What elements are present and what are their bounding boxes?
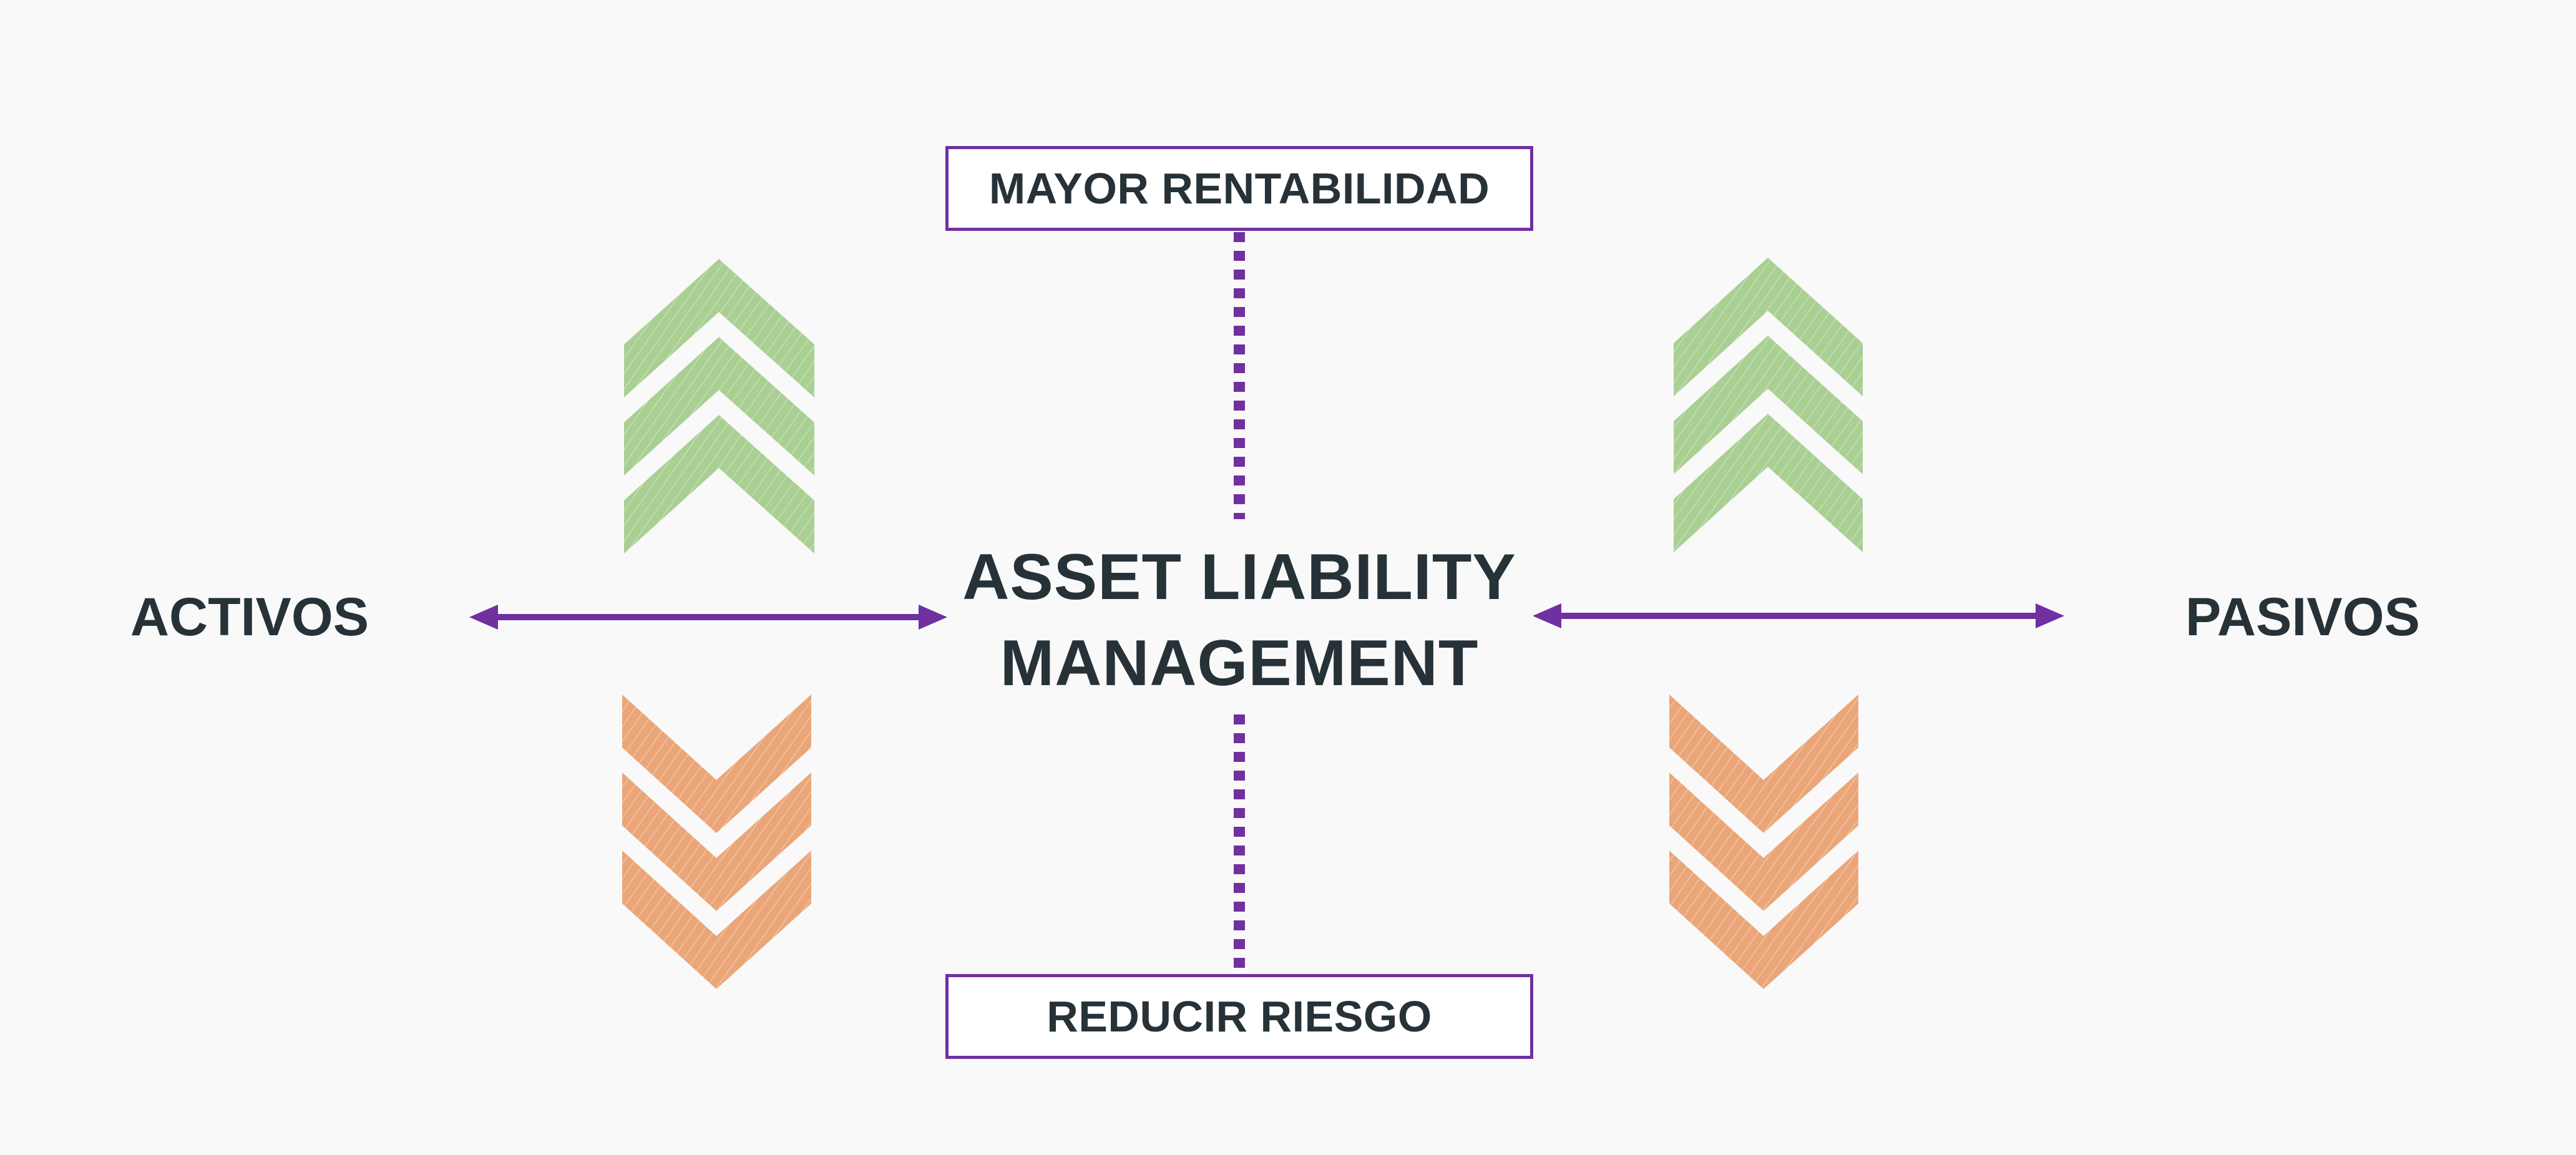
top-goal-label: MAYOR RENTABILIDAD <box>988 164 1490 213</box>
center-title-line1: ASSET LIABILITY <box>962 541 1516 613</box>
triple-chevron-up-icon <box>1674 258 1863 552</box>
triple-chevron-up-icon <box>624 259 814 553</box>
triple-chevron-down-icon <box>1669 694 1858 989</box>
left-label: ACTIVOS <box>130 587 369 647</box>
center-title: ASSET LIABILITY MANAGEMENT <box>939 534 1539 706</box>
bottom-goal-box: REDUCIR RIESGO <box>945 974 1533 1059</box>
bottom-goal-label: REDUCIR RIESGO <box>1046 992 1432 1041</box>
top-goal-box: MAYOR RENTABILIDAD <box>945 146 1533 231</box>
triple-chevron-down-icon <box>622 694 811 989</box>
center-title-line2: MANAGEMENT <box>1000 627 1479 699</box>
right-label: PASIVOS <box>2185 587 2420 647</box>
double-headed-arrow-icon <box>469 605 947 630</box>
double-headed-arrow-icon <box>1533 603 2064 628</box>
